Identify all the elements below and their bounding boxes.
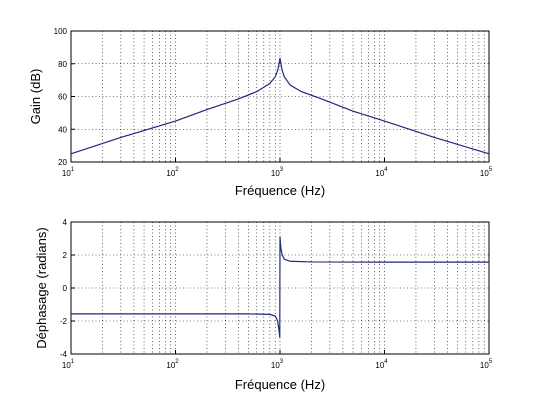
gain-y-tick-label: 20 xyxy=(58,158,67,167)
gain-curve xyxy=(70,57,490,155)
gain-x-tick-label: 103 xyxy=(271,167,284,178)
gain-plot: 20 40 60 80 100 101 102 103 104 105 Fréquence (Hz… xyxy=(28,27,493,198)
gain-x-tick-label: 102 xyxy=(166,167,179,178)
gain-plot-frame xyxy=(70,30,490,163)
gain-x-tick-label: 105 xyxy=(480,167,493,178)
gain-gridlines xyxy=(71,31,489,162)
phase-y-tick-label: -2 xyxy=(60,317,68,326)
phase-ticks: -4 -2 0 2 4 101 102 103 104 105 xyxy=(60,218,493,370)
gain-y-tick-label: 40 xyxy=(58,125,67,134)
gain-y-axis-label: Gain (dB) xyxy=(28,69,43,125)
phase-curve xyxy=(71,236,489,338)
phase-plot: -4 -2 0 2 4 101 102 103 104 105 Fréquence (Hz) Dé… xyxy=(34,218,493,392)
phase-y-tick-label: 4 xyxy=(63,218,68,227)
phase-x-tick-label: 102 xyxy=(166,359,179,370)
phase-x-tick-label: 101 xyxy=(62,359,75,370)
phase-y-tick-label: -4 xyxy=(60,350,68,359)
gain-y-tick-label: 100 xyxy=(54,27,68,36)
phase-y-tick-label: 0 xyxy=(63,284,68,293)
gain-ticks: 20 40 60 80 100 101 102 103 104 105 xyxy=(54,27,493,178)
phase-y-axis-label: Déphasage (radians) xyxy=(34,227,49,348)
phase-x-tick-label: 105 xyxy=(480,359,493,370)
gain-x-tick-label: 104 xyxy=(375,167,388,178)
phase-x-axis-label: Fréquence (Hz) xyxy=(235,377,325,392)
gain-x-axis-label: Fréquence (Hz) xyxy=(235,183,325,198)
gain-y-tick-label: 80 xyxy=(58,60,67,69)
phase-x-tick-label: 104 xyxy=(375,359,388,370)
phase-x-tick-label: 103 xyxy=(271,359,284,370)
gain-y-tick-label: 60 xyxy=(58,93,67,102)
phase-y-tick-label: 2 xyxy=(63,251,68,260)
gain-x-tick-label: 101 xyxy=(62,167,75,178)
